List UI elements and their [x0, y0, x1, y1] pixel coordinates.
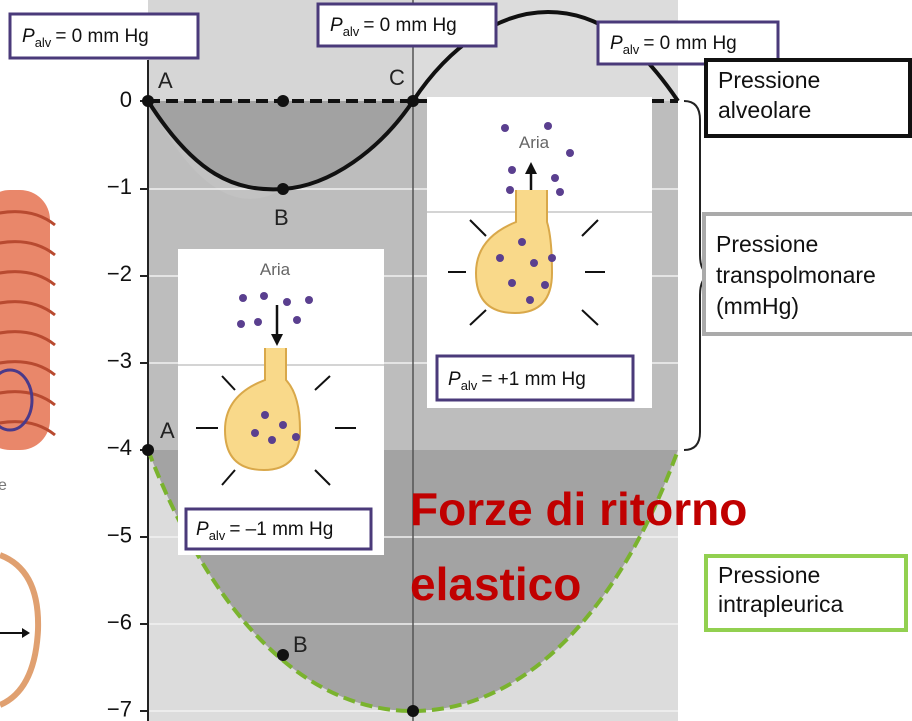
- alveolar-pressure-label: Palv = 0 mm Hg: [22, 26, 149, 50]
- legend-text: Pressione: [718, 562, 820, 588]
- point-label: B: [293, 632, 308, 657]
- legend-alveolar: Pressione alveolare: [704, 58, 912, 138]
- alveolar-pressure-label: Palv = +1 mm Hg: [448, 369, 586, 393]
- svg-text:e: e: [0, 477, 7, 494]
- y-tick-label: 0: [120, 87, 132, 112]
- annotation: elastico: [410, 558, 581, 610]
- y-tick-label: −5: [107, 522, 132, 547]
- curve-points: [142, 95, 419, 717]
- y-tick-label: −3: [107, 348, 132, 373]
- legend-text: Pressione: [716, 231, 818, 257]
- legend-intrapleural: Pressione intrapleurica: [704, 554, 908, 632]
- y-tick-label: −7: [107, 697, 132, 721]
- legend-text: transpolmonare: [716, 262, 876, 288]
- intrapleural-curve: [146, 449, 680, 714]
- point-label: C: [389, 65, 405, 90]
- legend-text: intrapleurica: [718, 591, 843, 617]
- y-axis: 0 −1 −2 −3 −4 −5 −6 −7: [107, 87, 132, 721]
- annotation: Forze di ritorno: [410, 483, 747, 535]
- y-tick-label: −6: [107, 609, 132, 634]
- alveolar-pressure-label: Palv = –1 mm Hg: [196, 519, 333, 543]
- air-label: Aria: [260, 260, 291, 279]
- alveolar-pressure-label: Palv = 0 mm Hg: [610, 33, 737, 57]
- legend-transpulmonary: Pressione transpolmonare (mmHg): [702, 212, 912, 336]
- point-label: B: [274, 205, 289, 230]
- inset-inspiration: Aria Palv = –1 mm Hg: [178, 249, 384, 555]
- y-tick-label: −2: [107, 261, 132, 286]
- ribcage-illustration: e: [0, 190, 56, 708]
- point-label: A: [160, 418, 175, 443]
- air-label: Aria: [519, 133, 550, 152]
- y-tick-label: −1: [107, 174, 132, 199]
- legend-text: Pressione: [718, 67, 820, 93]
- legend-text: alveolare: [718, 97, 811, 123]
- point-label: A: [158, 68, 173, 93]
- y-tick-label: −4: [107, 435, 132, 460]
- legend-text: (mmHg): [716, 293, 799, 319]
- inset-expiration: Aria Palv = +1 mm Hg: [427, 97, 652, 408]
- alveolar-pressure-label: Palv = 0 mm Hg: [330, 15, 457, 39]
- top-labels: Palv = 0 mm Hg Palv = 0 mm Hg Palv = 0 mm H…: [8, 2, 780, 66]
